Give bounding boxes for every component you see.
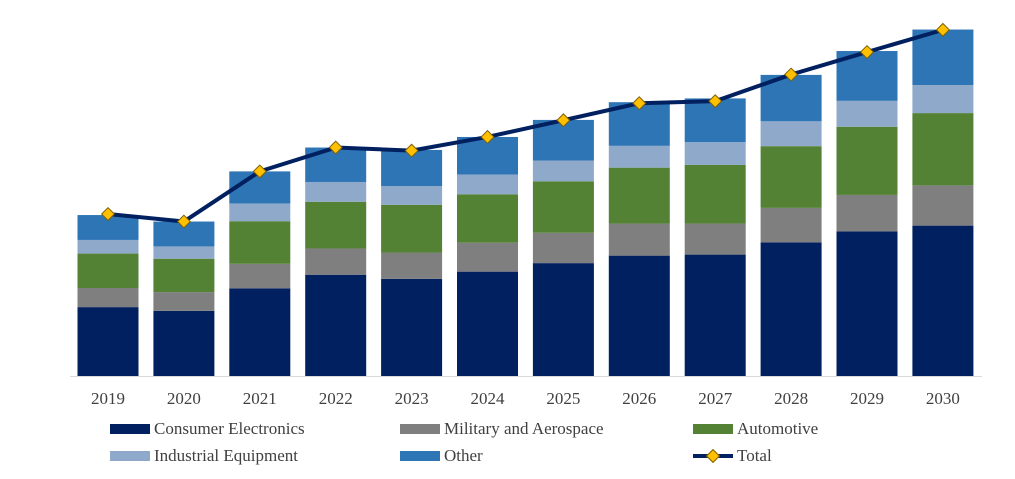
bar-consumer-electronics-2030 <box>912 225 974 376</box>
bar-automotive-2022 <box>305 201 367 249</box>
bar-industrial-equipment-2025 <box>532 160 594 182</box>
x-tick-label: 2024 <box>471 389 506 408</box>
total-marker-2024 <box>480 129 495 145</box>
bar-automotive-2020 <box>153 258 215 293</box>
bar-automotive-2021 <box>229 221 291 264</box>
bar-industrial-equipment-2029 <box>836 100 898 127</box>
bar-consumer-electronics-2021 <box>229 288 291 376</box>
bar-consumer-electronics-2022 <box>305 274 367 376</box>
bar-automotive-2030 <box>912 113 974 186</box>
bar-military-and-aerospace-2022 <box>305 248 367 275</box>
bar-automotive-2023 <box>381 204 443 253</box>
bar-consumer-electronics-2023 <box>381 278 443 376</box>
bar-military-and-aerospace-2027 <box>684 223 746 255</box>
x-tick-label: 2025 <box>546 389 580 408</box>
bar-military-and-aerospace-2023 <box>381 252 443 279</box>
total-marker-2019 <box>100 206 116 222</box>
bar-automotive-2019 <box>77 253 139 289</box>
x-tick-label: 2020 <box>167 389 201 408</box>
bar-consumer-electronics-2026 <box>608 255 670 376</box>
x-tick-label: 2023 <box>395 389 429 408</box>
bar-other-2030 <box>912 29 974 86</box>
bar-military-and-aerospace-2029 <box>836 194 898 232</box>
total-marker-2026 <box>632 96 647 111</box>
bar-automotive-2024 <box>457 194 518 243</box>
x-tick-label: 2028 <box>774 389 808 408</box>
x-tick-label: 2021 <box>243 389 277 408</box>
bar-military-and-aerospace-2021 <box>229 263 291 289</box>
bar-automotive-2028 <box>760 146 822 208</box>
x-tick-labels: 2019 2020 2021 2022 2023 2024 2025 2026 2027 2028… <box>91 389 960 408</box>
bar-industrial-equipment-2022 <box>305 181 367 202</box>
bar-consumer-electronics-2025 <box>532 263 594 376</box>
bar-consumer-electronics-2027 <box>684 254 746 376</box>
total-markers <box>100 22 950 229</box>
bar-industrial-equipment-2028 <box>760 121 822 147</box>
x-tick-label: 2022 <box>319 389 353 408</box>
bar-military-and-aerospace-2030 <box>912 185 974 226</box>
bar-industrial-equipment-2030 <box>912 85 974 114</box>
bar-military-and-aerospace-2026 <box>608 223 670 256</box>
bar-industrial-equipment-2020 <box>153 246 215 259</box>
x-tick-label: 2029 <box>850 389 884 408</box>
bar-automotive-2027 <box>684 164 746 224</box>
x-tick-label: 2030 <box>926 389 960 408</box>
total-marker-2022 <box>328 140 343 155</box>
total-marker-2023 <box>404 143 419 158</box>
total-marker-2030 <box>935 22 950 37</box>
bar-consumer-electronics-2028 <box>760 242 822 376</box>
bar-automotive-2029 <box>836 126 898 195</box>
x-tick-label: 2026 <box>622 389 656 408</box>
bar-industrial-equipment-2019 <box>77 239 139 254</box>
total-marker-2021 <box>252 164 267 179</box>
bar-military-and-aerospace-2024 <box>457 242 518 272</box>
x-tick-label: 2027 <box>698 389 733 408</box>
total-marker-2028 <box>784 67 799 82</box>
bar-industrial-equipment-2021 <box>229 203 291 222</box>
bar-military-and-aerospace-2028 <box>760 207 822 243</box>
bar-military-and-aerospace-2019 <box>77 288 139 308</box>
bar-industrial-equipment-2027 <box>684 142 746 165</box>
bar-industrial-equipment-2024 <box>457 174 518 195</box>
bar-consumer-electronics-2029 <box>836 231 898 376</box>
x-tick-label: 2019 <box>91 389 125 408</box>
total-marker-2027 <box>708 94 723 109</box>
total-marker-2029 <box>859 44 875 60</box>
bar-military-and-aerospace-2025 <box>532 232 594 264</box>
bar-automotive-2026 <box>608 167 670 224</box>
bar-industrial-equipment-2026 <box>608 145 670 168</box>
total-marker-2020 <box>176 214 191 229</box>
bar-automotive-2025 <box>532 181 594 233</box>
bar-consumer-electronics-2019 <box>77 307 139 376</box>
bar-consumer-electronics-2020 <box>153 310 215 376</box>
bar-military-and-aerospace-2020 <box>153 292 215 311</box>
total-marker-2025 <box>556 113 571 128</box>
bar-industrial-equipment-2023 <box>381 186 443 205</box>
total-line <box>107 27 944 224</box>
bar-consumer-electronics-2024 <box>457 271 518 376</box>
